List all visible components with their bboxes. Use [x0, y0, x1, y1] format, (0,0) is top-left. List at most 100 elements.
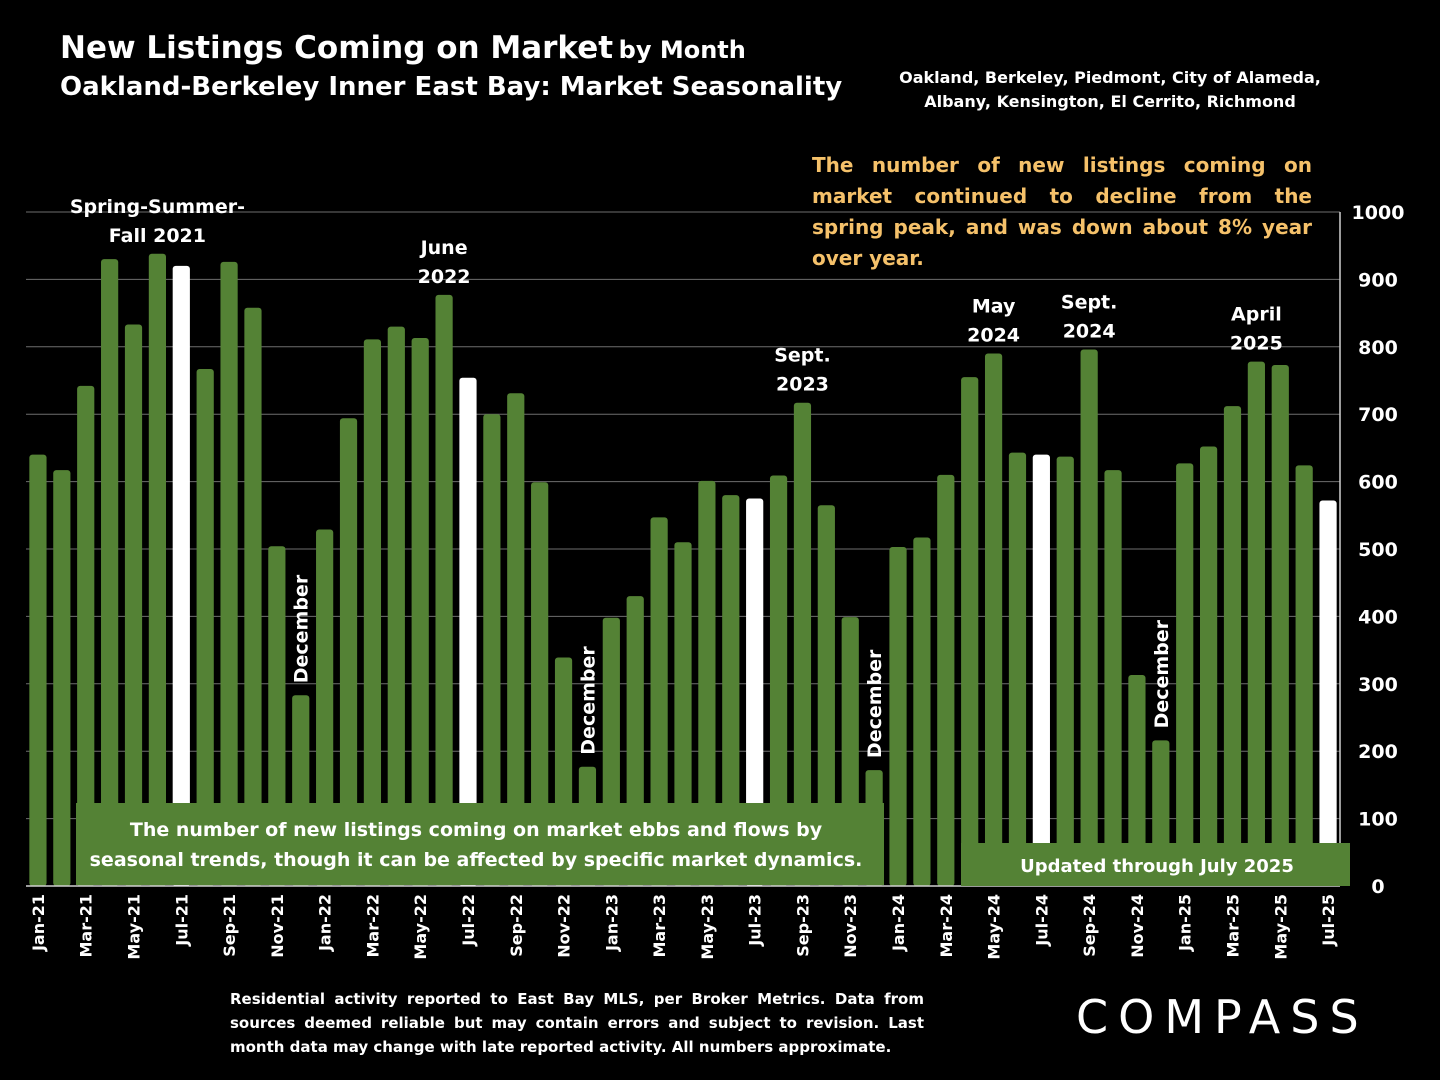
bar	[1223, 406, 1242, 886]
bar	[459, 377, 477, 886]
y-tick-label: 700	[1358, 404, 1398, 426]
peak-annotation: June	[419, 237, 468, 259]
x-tick-label: Sep-22	[507, 894, 526, 957]
bar	[722, 495, 740, 886]
bar	[531, 482, 549, 886]
bar	[29, 454, 47, 886]
december-annotation: December	[577, 646, 599, 755]
bar	[244, 307, 262, 886]
x-tick-label: Jan-22	[316, 894, 335, 952]
bar	[124, 324, 143, 887]
bar	[363, 339, 382, 886]
x-tick-label: Mar-21	[77, 894, 96, 958]
bar	[1271, 364, 1289, 886]
bar	[220, 261, 238, 887]
x-tick-label: Mar-25	[1223, 894, 1242, 958]
peak-annotation: Sept.	[774, 345, 830, 367]
x-tick-label: Mar-24	[937, 894, 956, 958]
bar	[1176, 463, 1194, 886]
bar	[1295, 465, 1313, 886]
x-tick-label: Nov-21	[268, 894, 287, 958]
y-tick-label: 900	[1358, 269, 1398, 291]
x-tick-label: Sep-23	[793, 894, 812, 957]
bar	[172, 265, 190, 886]
compass-logo: COMPASS	[1076, 990, 1369, 1044]
y-tick-label: 500	[1358, 539, 1398, 561]
bar	[984, 353, 1003, 886]
y-tick-label: 800	[1358, 337, 1398, 359]
x-tick-label: Jan-25	[1176, 894, 1195, 952]
peak-annotation: 2023	[776, 374, 829, 396]
x-tick-label: May-21	[125, 894, 144, 960]
x-tick-label: Nov-22	[555, 894, 574, 958]
bar	[769, 475, 788, 886]
peak-annotation: Spring-Summer-	[70, 196, 245, 218]
bar	[435, 294, 453, 887]
bar	[483, 414, 501, 886]
title-by: by Month	[618, 36, 746, 64]
bar	[339, 418, 358, 886]
december-annotation: December	[291, 574, 313, 683]
trend-callout: The number of new listings coming on mar…	[812, 153, 1312, 270]
x-tick-label: Jan-23	[602, 894, 621, 952]
seasonal-note-box	[76, 803, 884, 885]
bar	[1319, 500, 1337, 886]
bar	[1032, 454, 1050, 886]
bar	[746, 498, 764, 886]
bar	[698, 480, 716, 886]
x-tick-label: Jul-21	[172, 894, 191, 947]
y-tick-label: 0	[1371, 876, 1384, 898]
bar	[196, 369, 214, 886]
bar	[1104, 470, 1122, 886]
x-tick-label: May-22	[411, 894, 430, 960]
bar	[961, 377, 979, 886]
region-list: Oakland, Berkeley, Piedmont, City of Ala…	[890, 66, 1330, 114]
peak-annotation: 2022	[418, 266, 471, 288]
bar	[53, 470, 71, 886]
x-tick-label: Nov-23	[841, 894, 860, 958]
bar	[316, 529, 334, 886]
bar	[101, 259, 119, 886]
x-tick-label: Mar-23	[650, 894, 669, 958]
bar	[411, 338, 429, 887]
region-line-2: Albany, Kensington, El Cerrito, Richmond	[924, 92, 1296, 111]
bar	[1056, 456, 1074, 886]
bar	[674, 542, 692, 886]
peak-annotation: 2024	[967, 325, 1020, 347]
y-tick-label: 100	[1358, 809, 1398, 831]
x-tick-label: Jul-24	[1032, 894, 1051, 947]
x-tick-label: Nov-24	[1128, 894, 1147, 958]
bar	[793, 402, 812, 886]
bar	[937, 474, 955, 886]
updated-note-text: Updated through July 2025	[1020, 856, 1294, 877]
bar	[148, 253, 167, 887]
bar	[817, 505, 835, 886]
x-tick-label: Jul-22	[459, 894, 478, 947]
x-tick-label: May-25	[1271, 894, 1290, 960]
x-tick-label: Jan-21	[29, 894, 48, 952]
bar	[507, 393, 525, 886]
updated-note-box	[961, 843, 1350, 886]
peak-annotation: Fall 2021	[109, 225, 206, 247]
bar	[650, 517, 668, 886]
footnote: Residential activity reported to East Ba…	[230, 990, 924, 1056]
y-tick-label: 600	[1358, 472, 1398, 494]
peak-annotation: 2024	[1063, 320, 1116, 342]
x-tick-label: Jan-24	[889, 894, 908, 952]
bar	[387, 326, 405, 887]
bar	[1199, 446, 1218, 886]
peak-annotation: 2025	[1230, 333, 1283, 355]
peak-annotation: May	[972, 296, 1016, 318]
x-tick-label: Jul-23	[746, 894, 765, 947]
bar	[1128, 675, 1146, 886]
seasonal-note-line-2: seasonal trends, though it can be affect…	[90, 849, 863, 871]
bar	[889, 546, 907, 886]
peak-annotation: April	[1231, 304, 1282, 326]
chart-title: New Listings Coming on Market by Month O…	[60, 30, 842, 102]
region-line-1: Oakland, Berkeley, Piedmont, City of Ala…	[899, 68, 1321, 87]
peak-annotation: Sept.	[1061, 291, 1117, 313]
x-tick-label: Mar-22	[363, 894, 382, 958]
bar	[1080, 349, 1098, 887]
y-tick-label: 300	[1358, 674, 1398, 696]
